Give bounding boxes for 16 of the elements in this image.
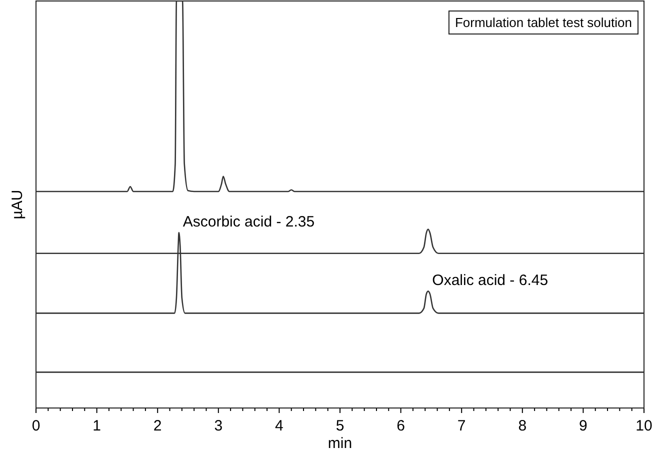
x-tick-label: 0: [32, 418, 40, 434]
annotation: Formulation tablet test solution: [454, 15, 632, 30]
x-tick-label: 7: [457, 418, 466, 434]
annotation: Ascorbic acid - 2.35: [182, 214, 315, 231]
y-axis-title: µAU: [9, 190, 26, 220]
annotation: Oxalic acid - 6.45: [432, 272, 548, 290]
x-tick-label: 2: [153, 418, 162, 434]
x-tick-label: 4: [275, 418, 284, 434]
x-tick-label: 9: [579, 418, 588, 434]
x-tick-label: 8: [518, 418, 527, 434]
x-tick-label: 5: [336, 418, 344, 434]
x-tick-label: 1: [92, 418, 101, 434]
x-tick-label: 6: [396, 418, 405, 434]
x-tick-label: 3: [214, 418, 223, 434]
x-tick-label: 10: [636, 418, 652, 434]
x-axis-title: min: [328, 435, 352, 452]
